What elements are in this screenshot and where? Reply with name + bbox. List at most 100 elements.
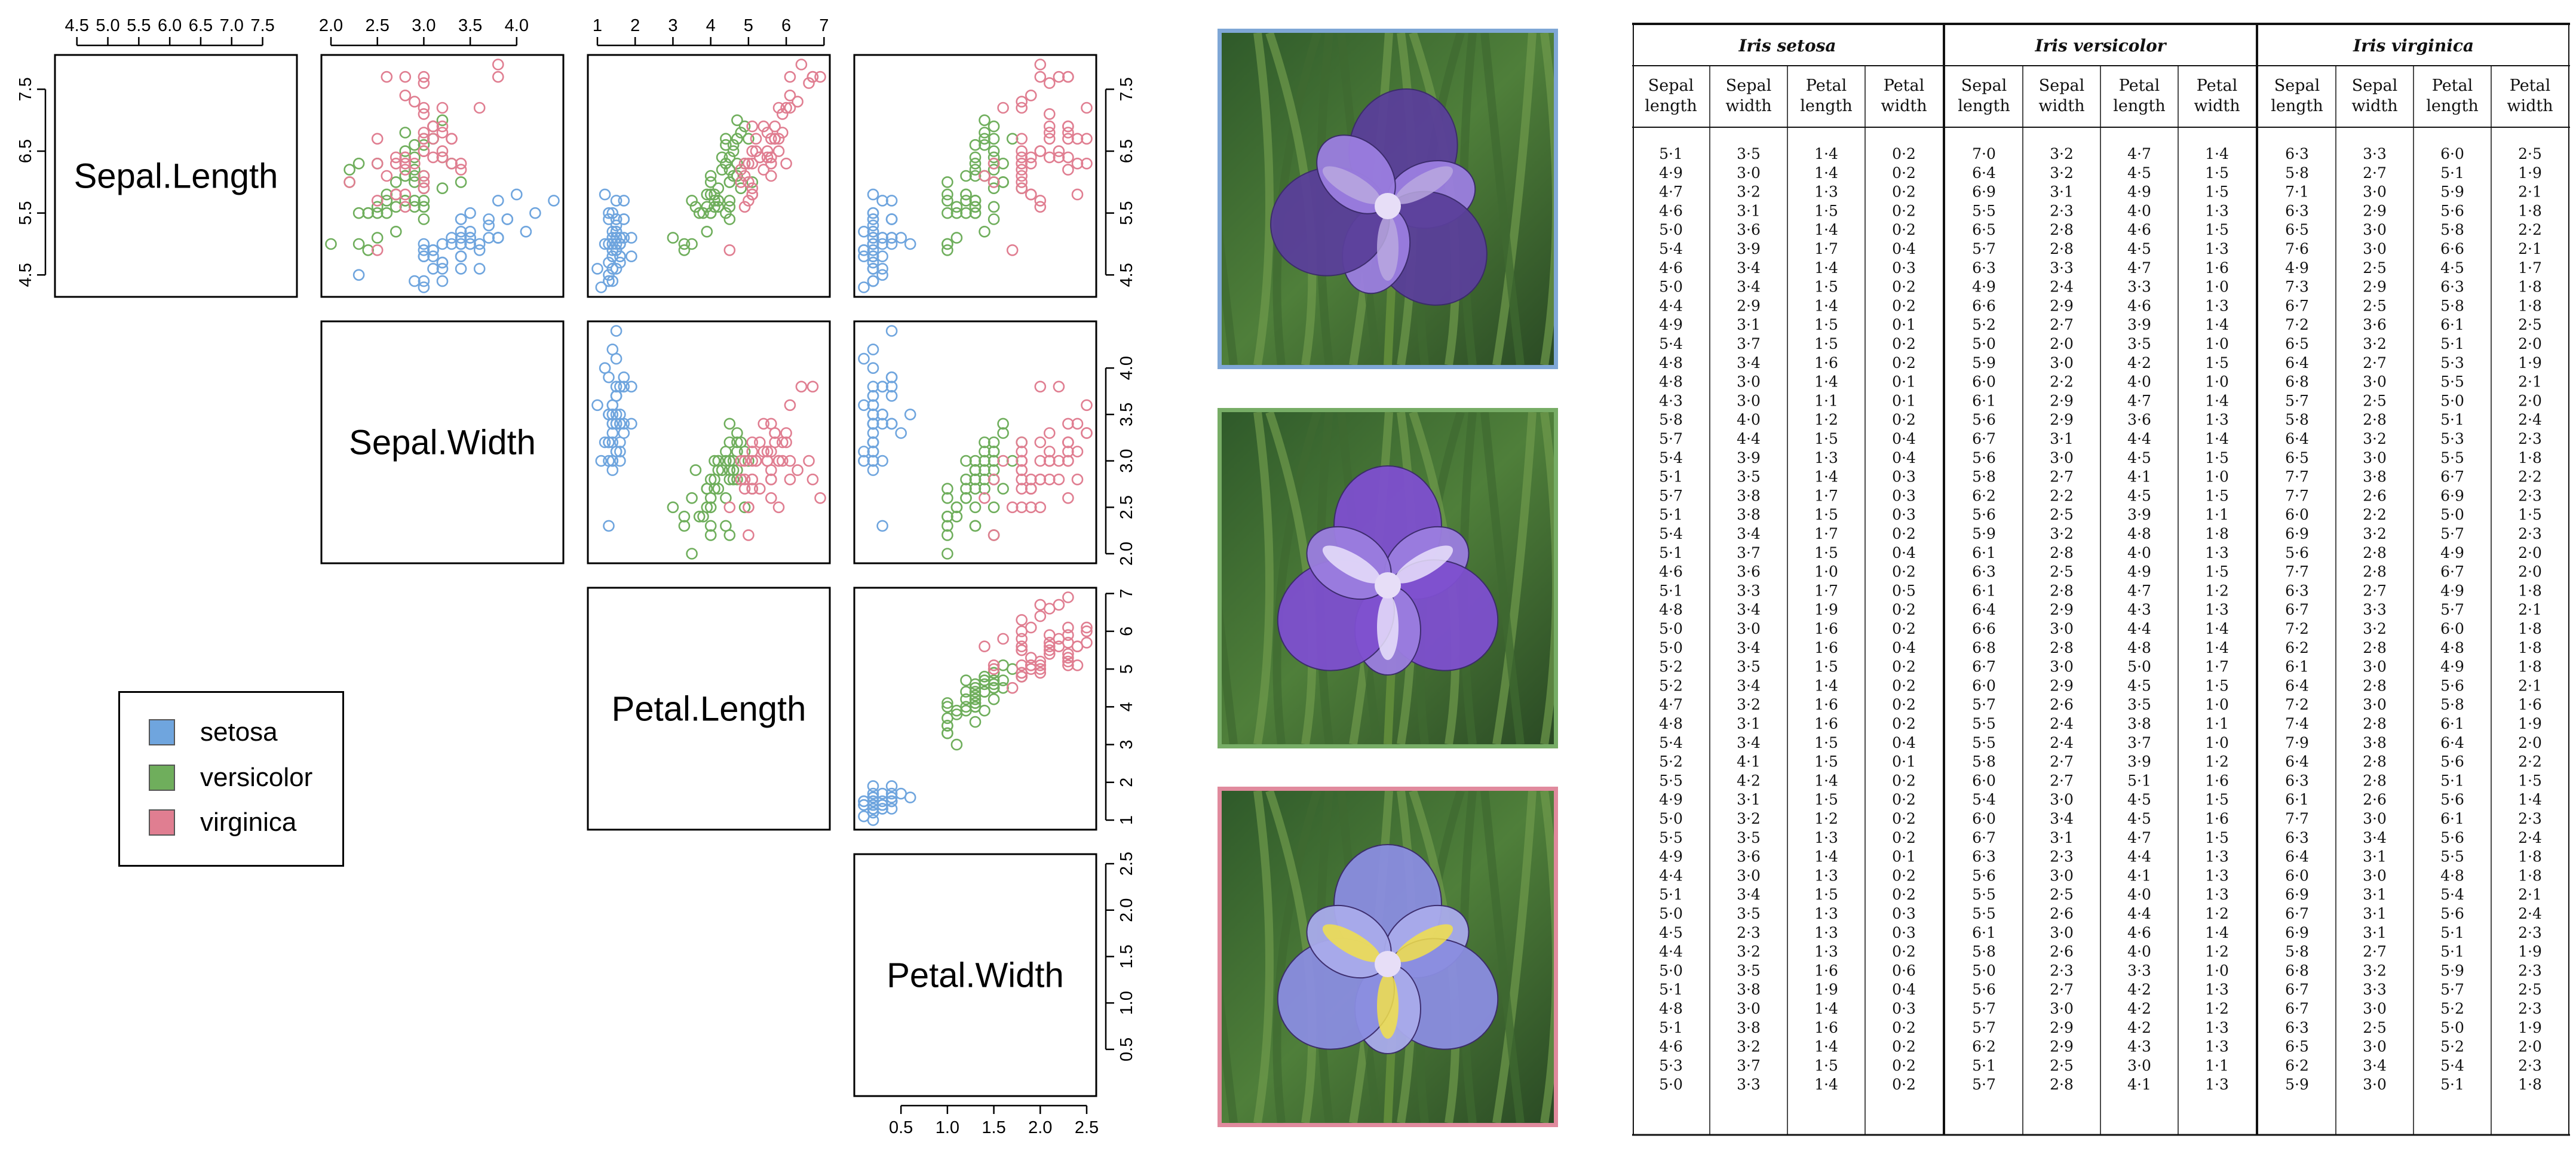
point-versicolor [371, 232, 384, 244]
point-virginica [738, 170, 751, 182]
table-cell: 2·7 [2363, 943, 2387, 960]
point-versicolor [409, 151, 421, 164]
point-versicolor [960, 674, 972, 686]
variable-label: Sepal.Width [349, 423, 536, 462]
point-setosa [867, 427, 879, 439]
point-versicolor [716, 464, 728, 476]
leaf-blade [1480, 412, 1525, 744]
point-virginica [1081, 637, 1093, 649]
point-versicolor [969, 195, 982, 207]
table-cell: 5·0 [2440, 506, 2464, 523]
table-cell: 1·5 [1814, 886, 1838, 903]
table-cell: 1·9 [2518, 943, 2542, 960]
point-setosa [418, 238, 430, 250]
point-virginica [997, 455, 1009, 467]
point-versicolor [960, 170, 972, 182]
table-cell: 1·3 [2205, 411, 2229, 428]
leaf-blade [1272, 791, 1321, 1123]
point-versicolor [988, 201, 1000, 213]
table-cell: 5·6 [2440, 202, 2464, 219]
table-cell: 5·4 [1659, 240, 1683, 257]
point-virginica [784, 473, 796, 486]
table-cell: 1·3 [1814, 867, 1838, 884]
table-cell: 3·1 [2050, 829, 2074, 846]
table-cell: 0·2 [1892, 525, 1916, 542]
point-setosa [867, 455, 879, 467]
table-cell: 2·3 [2050, 848, 2074, 866]
point-virginica [1062, 151, 1074, 164]
table-cell: 3·1 [1737, 202, 1761, 219]
table-cell: 4·5 [2127, 449, 2151, 466]
point-virginica [761, 446, 774, 458]
table-cell: 1·8 [2518, 202, 2542, 219]
point-versicolor [731, 133, 743, 145]
table-cell: 6·7 [2285, 905, 2309, 922]
table-cell: 2·7 [2050, 468, 2074, 486]
table-cell: 2·5 [2518, 316, 2542, 333]
table-cell: 6·6 [2440, 240, 2464, 257]
point-virginica [780, 102, 792, 114]
table-cell: 4·9 [1659, 316, 1683, 333]
petal-signal-patch [1377, 215, 1399, 281]
table-cell: 1·5 [2205, 164, 2229, 182]
table-cell: 4·9 [2127, 183, 2151, 201]
point-setosa [427, 250, 439, 263]
point-setosa [483, 232, 495, 244]
table-cell: 3·4 [2363, 1057, 2387, 1074]
point-setosa [446, 238, 458, 250]
point-versicolor [735, 127, 747, 139]
table-cell: 2·3 [2050, 962, 2074, 979]
point-virginica [761, 151, 774, 164]
table-cell: 3·7 [2127, 734, 2151, 751]
point-virginica [1034, 380, 1047, 393]
point-versicolor [950, 201, 963, 213]
table-cell: 2·8 [2363, 677, 2387, 694]
table-cell: 3·5 [1737, 905, 1761, 922]
table-cell: 1·6 [2205, 259, 2229, 277]
point-versicolor [979, 446, 990, 458]
table-cell: 0·2 [1892, 791, 1916, 808]
point-versicolor [969, 455, 982, 467]
table-cell: 3·0 [2363, 658, 2387, 676]
point-virginica [750, 145, 762, 157]
point-versicolor [731, 170, 743, 182]
point-versicolor [362, 207, 375, 219]
tick-label: 4.0 [1117, 356, 1136, 380]
point-virginica [1062, 492, 1074, 504]
point-virginica [1034, 59, 1047, 70]
table-cell: 5·2 [2440, 1000, 2464, 1017]
point-versicolor [381, 188, 393, 201]
variable-label: Sepal.Length [74, 157, 278, 196]
table-cell: 3·2 [2363, 962, 2387, 979]
point-setosa [904, 791, 916, 803]
leaf-blade [1540, 412, 1554, 744]
point-setosa [436, 238, 449, 250]
species-header: Iris versicolor [2034, 36, 2167, 56]
table-cell: 6·1 [2285, 791, 2309, 808]
table-cell: 1·5 [1814, 202, 1838, 219]
table-cell: 4·9 [1659, 848, 1683, 866]
point-virginica [1016, 164, 1028, 176]
point-virginica [371, 133, 384, 145]
point-virginica [814, 492, 826, 504]
point-virginica [1016, 483, 1028, 495]
point-virginica [427, 151, 439, 164]
tick-label: 5 [744, 16, 753, 35]
point-setosa [427, 244, 439, 256]
column-header: length [1645, 97, 1697, 115]
table-cell: 5·1 [1659, 145, 1683, 162]
point-setosa [610, 380, 622, 393]
table-cell: 0·3 [1892, 1000, 1916, 1017]
table-cell: 1·0 [1814, 563, 1838, 581]
column-header: Petal [1806, 76, 1847, 95]
table-cell: 4·1 [1737, 753, 1761, 771]
table-cell: 5·1 [2440, 772, 2464, 789]
table-cell: 3·0 [2050, 867, 2074, 884]
table-cell: 1·6 [1814, 354, 1838, 372]
table-cell: 1·0 [2205, 696, 2229, 713]
point-virginica [1081, 427, 1093, 439]
table-cell: 3·2 [1737, 696, 1761, 713]
tick-label: 6 [781, 16, 791, 35]
table-cell: 2·9 [1737, 297, 1761, 314]
point-setosa [867, 256, 879, 269]
